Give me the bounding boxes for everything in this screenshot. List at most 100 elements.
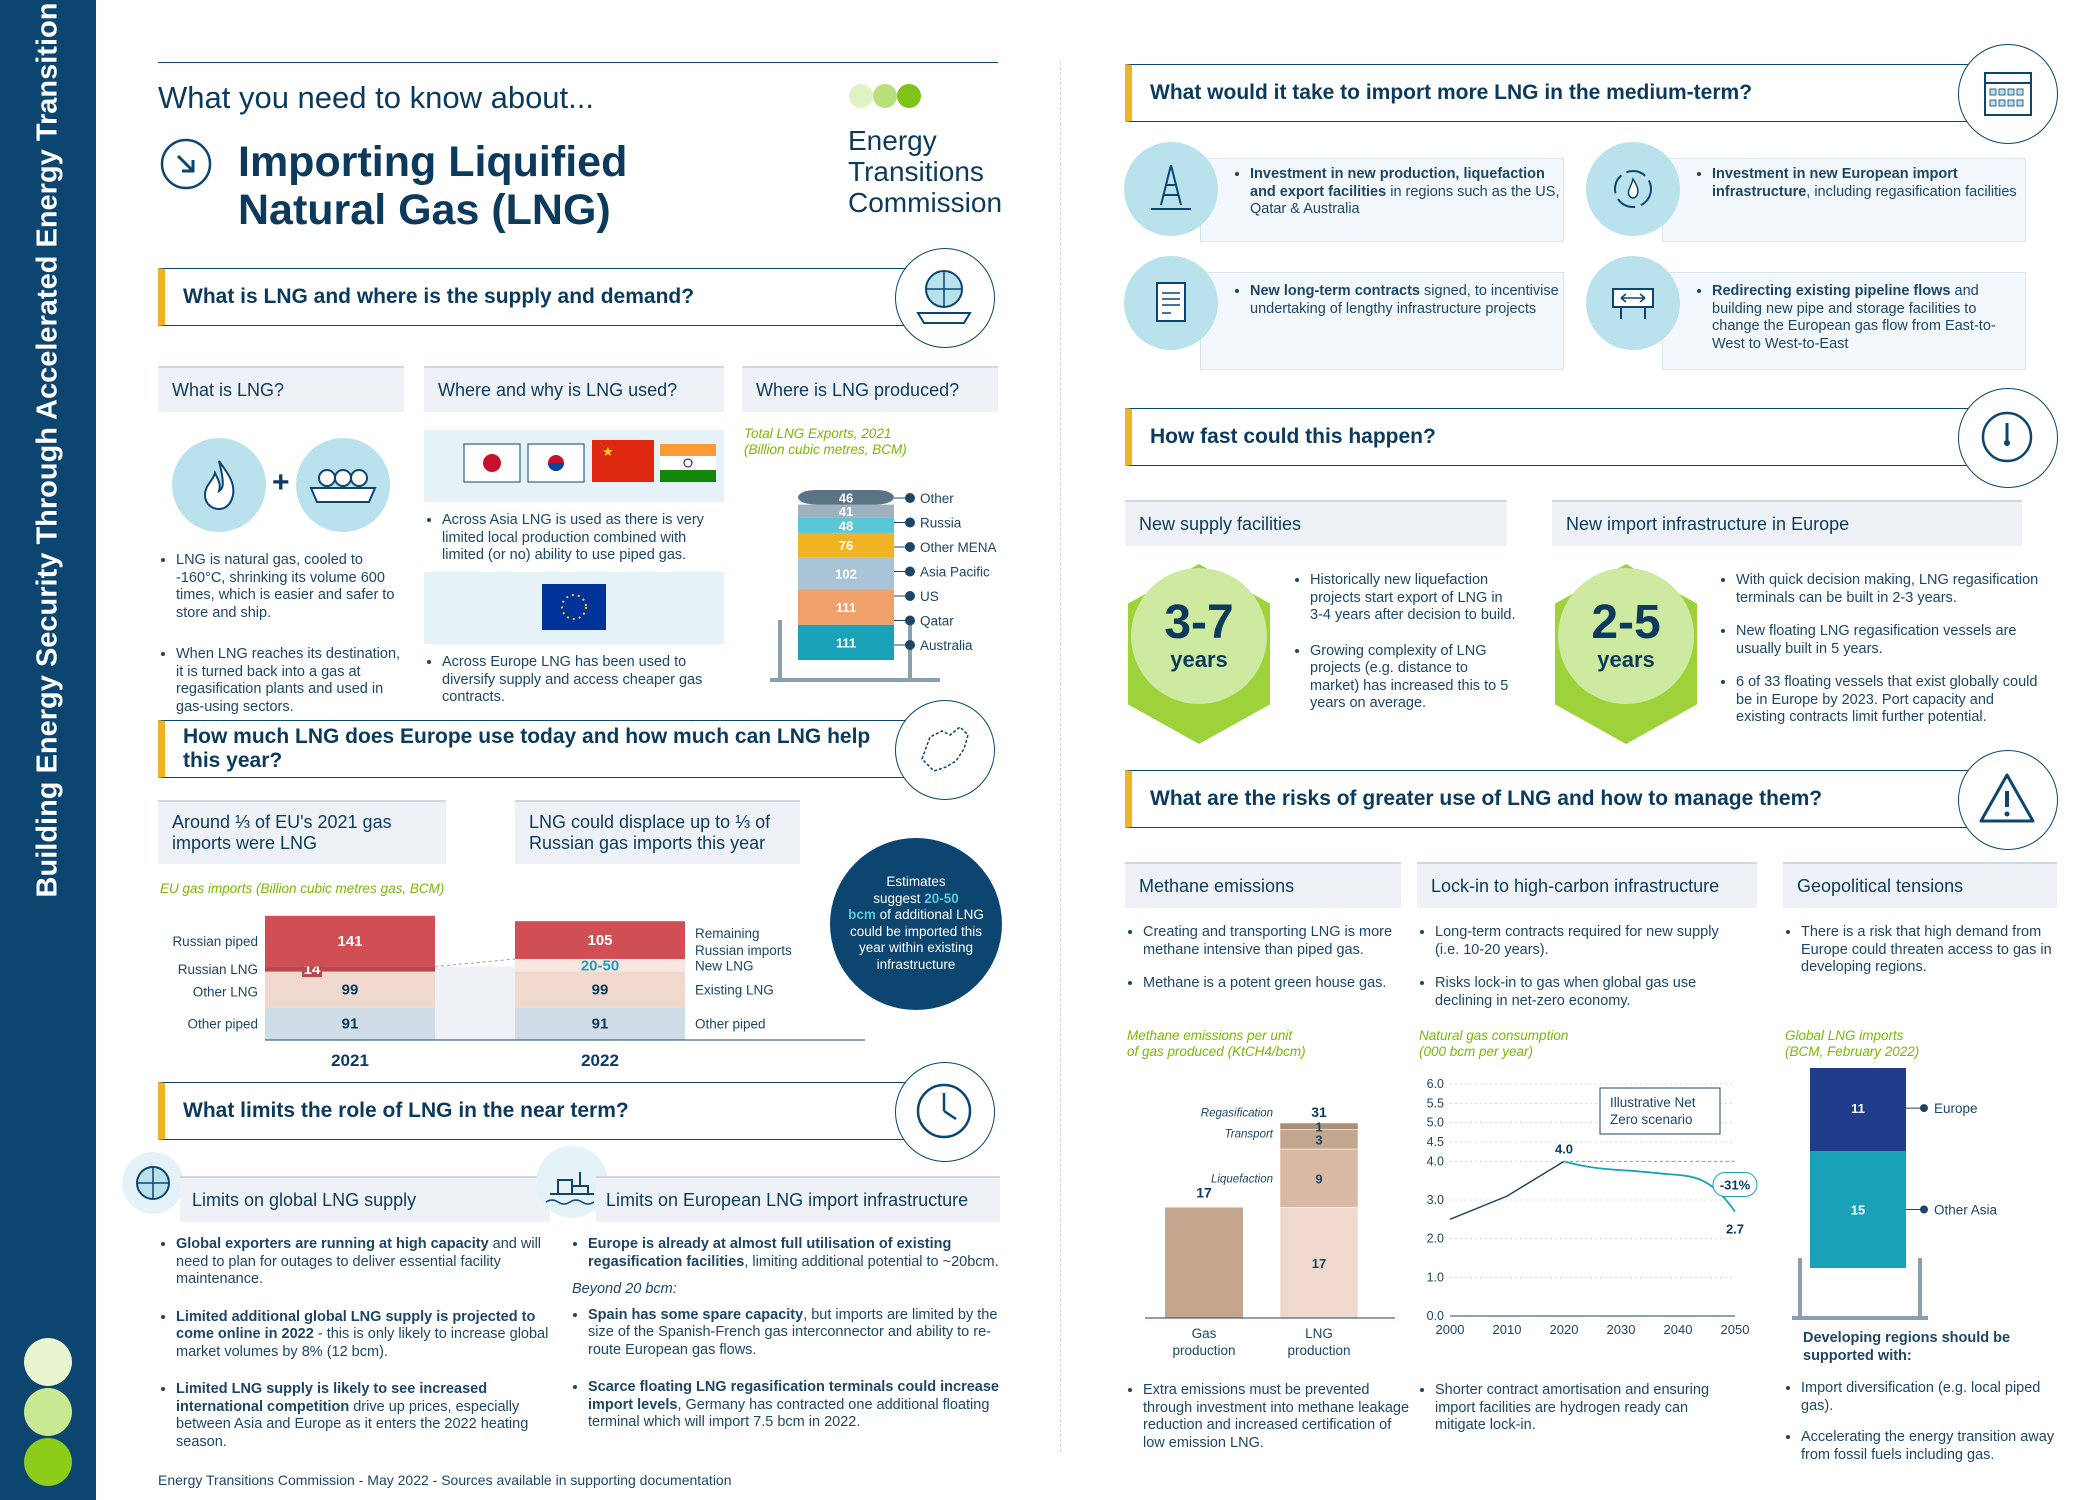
eu2022-label: Remaining bbox=[695, 926, 760, 941]
export-bar bbox=[798, 589, 894, 625]
logo-dots-icon bbox=[849, 84, 921, 108]
oil-rig-icon bbox=[1124, 142, 1218, 236]
eu2021-value: 91 bbox=[342, 1016, 359, 1033]
export-value: 48 bbox=[839, 518, 853, 533]
eu2022-bar bbox=[515, 959, 685, 972]
line-change: -31% bbox=[1720, 1178, 1751, 1193]
line-ytick: 4.5 bbox=[1427, 1135, 1444, 1149]
eu-limit-2: Spain has some spare capacity, but impor… bbox=[588, 1307, 1006, 1360]
export-value: 76 bbox=[839, 538, 853, 553]
eu2022-label: Other piped bbox=[695, 1017, 766, 1032]
eu2021-bar bbox=[265, 966, 435, 972]
section2-heading: How much LNG does Europe use today and h… bbox=[158, 720, 908, 778]
medium-card-4 bbox=[1662, 272, 2026, 370]
export-bar bbox=[798, 624, 894, 660]
legend-dot bbox=[905, 640, 915, 650]
eu2022-bar bbox=[515, 921, 685, 959]
line-xtick: 2030 bbox=[1607, 1322, 1636, 1337]
eu2021-label: Russian LNG bbox=[178, 962, 258, 977]
beyond-label: Beyond 20 bcm: bbox=[572, 1281, 677, 1297]
line-peak-label: 4.0 bbox=[1555, 1141, 1573, 1156]
logo-line3: Commission bbox=[848, 187, 1003, 218]
legend-dot bbox=[905, 591, 915, 601]
geo-dot bbox=[1920, 1205, 1928, 1214]
eu2022-bar bbox=[515, 971, 685, 1008]
medium-card-2 bbox=[1662, 158, 2026, 242]
import-bullet-3: 6 of 33 floating vessels that exist glob… bbox=[1736, 674, 2040, 727]
methane-seg-label: Regasification bbox=[1201, 1107, 1273, 1119]
eu2022-label: Russian imports bbox=[695, 943, 792, 958]
methane-caption: Methane emissions per unit of gas produce… bbox=[1127, 1028, 1306, 1059]
line-ytick: 0.0 bbox=[1427, 1309, 1444, 1323]
eu2022-label: Existing LNG bbox=[695, 982, 774, 997]
geo-value: 15 bbox=[1851, 1203, 1865, 1218]
exports-caption-2: (Billion cubic metres, BCM) bbox=[744, 442, 907, 457]
eu2022-label: New LNG bbox=[695, 958, 754, 973]
globe-icon bbox=[122, 1152, 184, 1214]
eu2021-bar bbox=[265, 1007, 435, 1040]
methane-cat: Gas bbox=[1192, 1326, 1217, 1341]
legend-dot bbox=[905, 566, 915, 577]
export-value: 111 bbox=[836, 600, 856, 615]
line-change-badge bbox=[1712, 1172, 1758, 1198]
line-xtick: 2020 bbox=[1550, 1322, 1579, 1337]
line-ytick: 3.0 bbox=[1427, 1193, 1444, 1207]
line-history bbox=[1449, 1160, 1565, 1221]
medium-card-1 bbox=[1200, 158, 1564, 242]
regas-icon bbox=[1586, 142, 1680, 236]
estimate-l3: bcm bbox=[848, 907, 876, 922]
supply-text: Historically new liquefaction projects s… bbox=[1294, 572, 1516, 725]
geo-bottom: Import diversification (e.g. local piped… bbox=[1785, 1380, 2057, 1476]
section5-heading: How fast could this happen? bbox=[1125, 408, 1995, 466]
legend-dot bbox=[905, 615, 915, 626]
section3-heading: What limits the role of LNG in the near … bbox=[158, 1082, 908, 1140]
methane-lng-total: 31 bbox=[1311, 1104, 1327, 1120]
eu-share-title: Around ⅓ of EU's 2021 gas imports were L… bbox=[158, 800, 446, 864]
line-ytick: 6.0 bbox=[1427, 1077, 1444, 1091]
eu2022-bar bbox=[515, 1007, 685, 1040]
supply-bullet-2: Growing complexity of LNG projects (e.g.… bbox=[1310, 643, 1516, 713]
estimate-l1: Estimates bbox=[886, 874, 946, 889]
import-infra-title: New import infrastructure in Europe bbox=[1552, 500, 2022, 546]
eu2021-value: 141 bbox=[337, 933, 362, 950]
warning-icon bbox=[1958, 750, 2058, 850]
eu-limit-3: Scarce floating LNG regasification termi… bbox=[588, 1379, 1006, 1432]
methane-lng-bar bbox=[1279, 1207, 1359, 1319]
export-legend: US bbox=[920, 589, 939, 604]
export-legend: Russia bbox=[920, 516, 962, 531]
supply-years-number: 3-7 bbox=[1164, 596, 1234, 649]
eu2021-label: Other LNG bbox=[193, 984, 258, 999]
gauge-icon bbox=[1958, 388, 2058, 488]
methane-seg-label: Transport bbox=[1225, 1128, 1274, 1140]
lockin-title: Lock-in to high-carbon infrastructure bbox=[1417, 862, 1757, 908]
line-ytick: 1.0 bbox=[1427, 1270, 1444, 1284]
exports-caption-1: Total LNG Exports, 2021 bbox=[744, 426, 892, 441]
logo-line2: Transitions bbox=[848, 156, 984, 187]
import-text: With quick decision making, LNG regasifi… bbox=[1720, 572, 2040, 739]
section1-heading: What is LNG and where is the supply and … bbox=[158, 268, 908, 326]
eu-limit-1: Europe is already at almost full utilisa… bbox=[588, 1236, 1006, 1271]
global-limit-2: Limited additional global LNG supply is … bbox=[176, 1309, 560, 1362]
eu2021-label: Other piped bbox=[187, 1017, 258, 1032]
europe-bullet: Across Europe LNG has been used to diver… bbox=[442, 654, 726, 707]
europe-map-icon bbox=[895, 700, 995, 800]
medium-text-3: New long-term contracts signed, to incen… bbox=[1234, 283, 1564, 330]
export-value: 41 bbox=[839, 504, 853, 519]
asia-text: Across Asia LNG is used as there is very… bbox=[426, 512, 726, 577]
line-xtick: 2040 bbox=[1664, 1322, 1693, 1337]
line-ytick: 5.0 bbox=[1427, 1116, 1444, 1130]
export-bar bbox=[798, 557, 894, 590]
methane-text: Creating and transporting LNG is more me… bbox=[1127, 924, 1417, 1005]
eu-infra-title: Limits on European LNG import infrastruc… bbox=[596, 1176, 1000, 1222]
import-bullet-2: New floating LNG regasification vessels … bbox=[1736, 623, 2040, 658]
medium-text-2: Investment in new European import infras… bbox=[1696, 166, 2026, 213]
methane-lng-bar bbox=[1279, 1122, 1359, 1130]
supply-years-unit: years bbox=[1170, 647, 1228, 672]
section4-heading: What would it take to import more LNG in… bbox=[1125, 64, 1995, 122]
line-ytick: 2.0 bbox=[1427, 1232, 1444, 1246]
export-bar bbox=[798, 504, 894, 518]
china-star: ★ bbox=[602, 444, 614, 459]
import-years-number: 2-5 bbox=[1591, 596, 1661, 649]
export-legend: Qatar bbox=[920, 614, 954, 629]
displace-title: LNG could displace up to ⅓ of Russian ga… bbox=[515, 800, 800, 864]
